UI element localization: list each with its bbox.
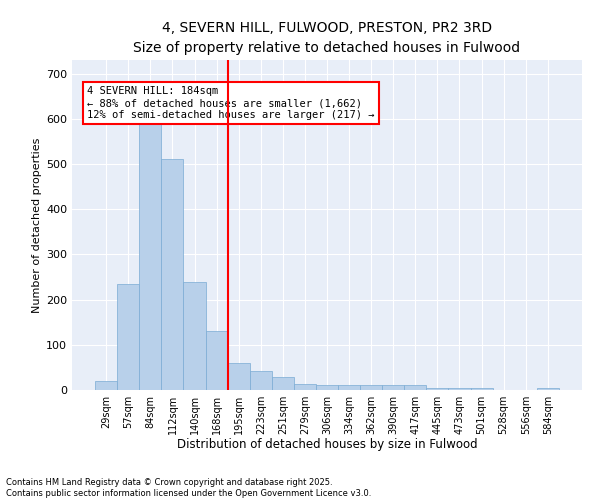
Bar — [537, 388, 559, 390]
Bar — [404, 386, 427, 390]
Bar — [95, 381, 117, 390]
Bar — [294, 384, 316, 390]
Bar — [470, 388, 493, 390]
Title: 4, SEVERN HILL, FULWOOD, PRESTON, PR2 3RD
Size of property relative to detached : 4, SEVERN HILL, FULWOOD, PRESTON, PR2 3R… — [133, 21, 521, 54]
Bar — [227, 363, 250, 390]
Bar — [360, 386, 382, 390]
Bar — [427, 388, 448, 390]
Text: 4 SEVERN HILL: 184sqm
← 88% of detached houses are smaller (1,662)
12% of semi-d: 4 SEVERN HILL: 184sqm ← 88% of detached … — [88, 86, 375, 120]
Text: Contains HM Land Registry data © Crown copyright and database right 2025.
Contai: Contains HM Land Registry data © Crown c… — [6, 478, 371, 498]
Bar — [206, 331, 227, 390]
Bar — [382, 386, 404, 390]
Bar — [272, 378, 294, 390]
Bar — [338, 386, 360, 390]
Bar — [184, 282, 206, 390]
Y-axis label: Number of detached properties: Number of detached properties — [32, 138, 42, 312]
Bar — [139, 124, 161, 390]
Bar — [117, 284, 139, 390]
Bar — [316, 386, 338, 390]
Bar — [448, 388, 470, 390]
Bar — [161, 160, 184, 390]
X-axis label: Distribution of detached houses by size in Fulwood: Distribution of detached houses by size … — [176, 438, 478, 452]
Bar — [250, 371, 272, 390]
